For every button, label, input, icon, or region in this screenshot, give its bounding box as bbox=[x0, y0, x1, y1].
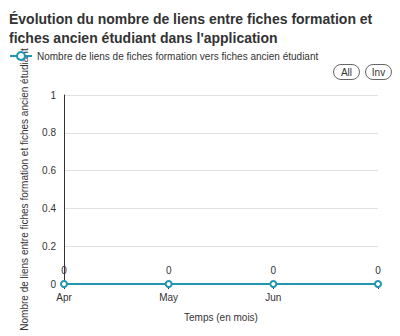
svg-text:1: 1 bbox=[50, 90, 56, 101]
svg-text:0.6: 0.6 bbox=[42, 165, 56, 176]
svg-text:Évolution du nombre de liens e: Évolution du nombre de liens entre fiche… bbox=[9, 11, 376, 27]
svg-text:Nombre de liens de fiches form: Nombre de liens de fiches formation vers… bbox=[37, 51, 318, 62]
svg-text:0: 0 bbox=[50, 279, 56, 290]
svg-text:0.8: 0.8 bbox=[42, 127, 56, 138]
svg-text:Apr: Apr bbox=[56, 292, 72, 303]
svg-text:Temps (en mois): Temps (en mois) bbox=[184, 312, 258, 323]
svg-text:0: 0 bbox=[375, 265, 381, 276]
svg-text:All: All bbox=[341, 67, 352, 78]
svg-text:0: 0 bbox=[166, 265, 172, 276]
svg-text:Jun: Jun bbox=[265, 292, 281, 303]
svg-text:0: 0 bbox=[271, 265, 277, 276]
svg-text:0.4: 0.4 bbox=[42, 203, 56, 214]
svg-text:May: May bbox=[159, 292, 178, 303]
svg-text:fiches ancien étudiant dans l': fiches ancien étudiant dans l'applicatio… bbox=[9, 30, 278, 46]
svg-text:Nombre de liens entre fiches f: Nombre de liens entre fiches formation e… bbox=[19, 48, 30, 331]
svg-text:Inv: Inv bbox=[372, 67, 385, 78]
svg-text:0: 0 bbox=[61, 265, 67, 276]
svg-text:0.2: 0.2 bbox=[42, 241, 56, 252]
